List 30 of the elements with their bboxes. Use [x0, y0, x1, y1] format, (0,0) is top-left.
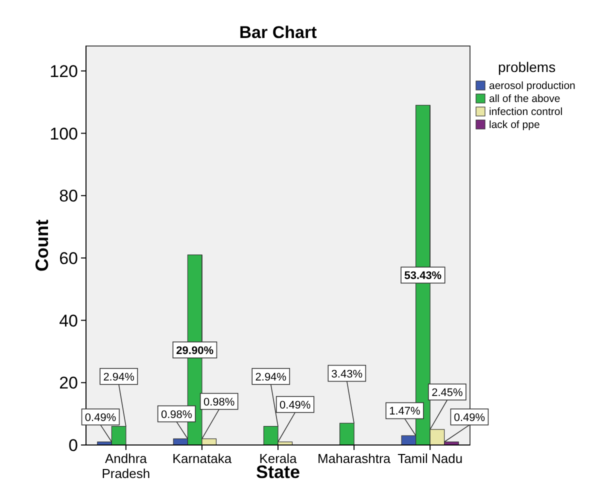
annotation: 0.49%: [84, 412, 116, 424]
annotation: 1.47%: [389, 406, 420, 418]
y-tick-label: 120: [50, 62, 78, 81]
legend-label: infection control: [489, 106, 563, 118]
annotation: 2.94%: [103, 371, 135, 384]
x-tick-label: Maharashtra: [318, 451, 392, 466]
annotation: 0.49%: [454, 412, 486, 424]
legend-title: problems: [498, 59, 556, 75]
y-axis-title: Count: [32, 220, 52, 272]
x-tick-label: Andhra Pradesh: [102, 451, 150, 481]
y-tick-label: 20: [59, 374, 78, 393]
y-tick-label: 0: [68, 436, 78, 455]
annotation: 0.98%: [160, 408, 192, 421]
annotation: 0.98%: [203, 396, 235, 408]
legend-label: aerosol production: [489, 80, 576, 92]
legend-label: all of the above: [489, 93, 560, 105]
x-tick-label: Karnataka: [172, 451, 232, 466]
annotation: 3.43%: [331, 368, 363, 380]
annotation: 53.43%: [404, 270, 442, 282]
annotation: 29.90%: [176, 344, 214, 357]
x-tick-label: Tamil Nadu: [398, 451, 463, 466]
chart-title: Bar Chart: [239, 23, 318, 42]
legend-label: lack of ppe: [489, 119, 540, 131]
annotation: 0.49%: [280, 399, 311, 412]
y-tick-label: 60: [59, 248, 78, 268]
annotation: 2.45%: [432, 387, 464, 400]
y-tick-label: 40: [59, 311, 78, 330]
y-tick-label: 80: [59, 186, 78, 206]
annotation: 2.94%: [255, 371, 287, 384]
y-tick-label: 100: [50, 124, 78, 144]
